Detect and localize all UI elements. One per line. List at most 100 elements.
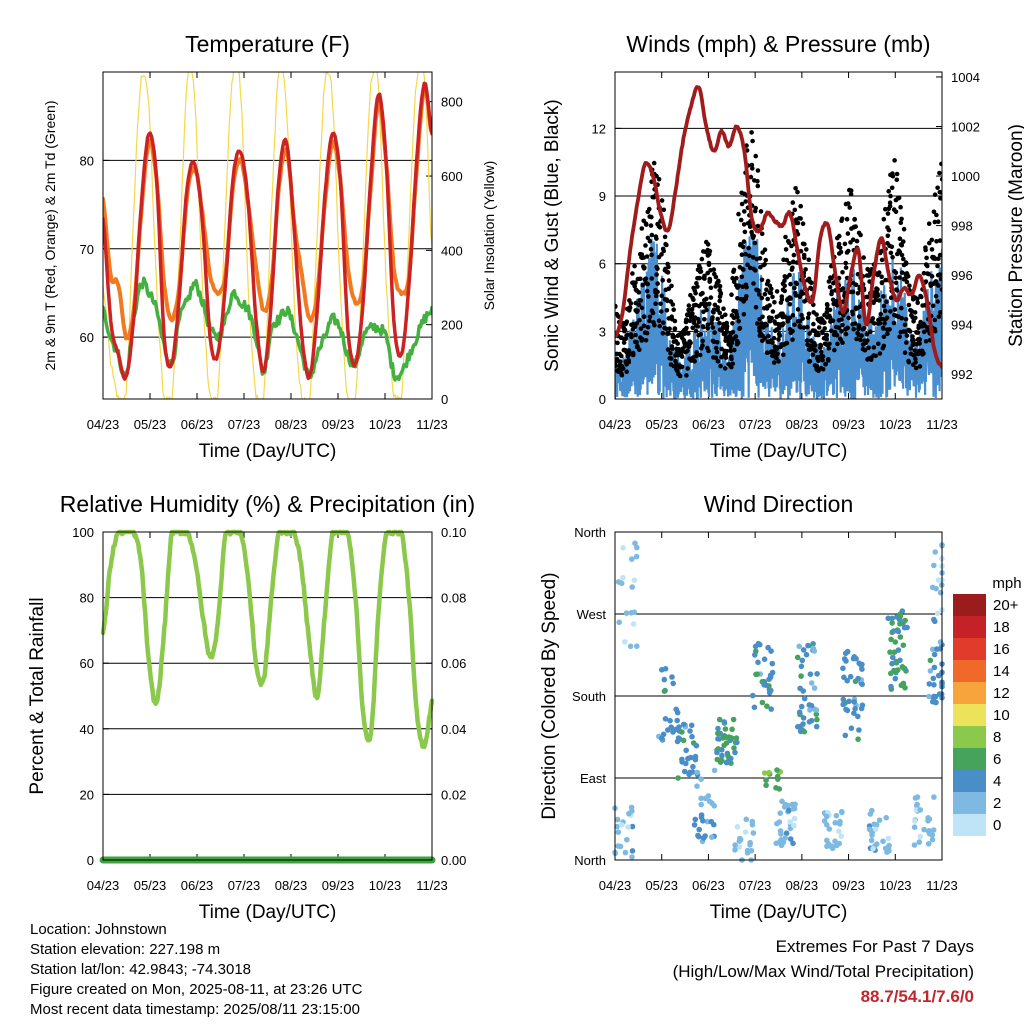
gust-dot	[786, 240, 792, 245]
direction-dot	[824, 822, 830, 828]
direction-dot	[765, 644, 771, 651]
gust-dot	[735, 314, 740, 320]
gust-dot	[813, 348, 818, 354]
direction-dot	[808, 717, 815, 724]
temperature-ytick-label: 60	[80, 330, 94, 345]
gust-dot	[848, 188, 854, 193]
gust-dot	[639, 305, 645, 311]
gust-dot	[699, 256, 705, 262]
gust-dot	[765, 278, 771, 284]
direction-dot	[718, 757, 724, 763]
direction-dot	[709, 834, 715, 840]
gust-dot	[781, 321, 786, 326]
gust-dot	[713, 274, 719, 280]
gust-dot	[843, 260, 848, 266]
gust-dot	[707, 301, 712, 307]
direction-dot	[708, 818, 715, 825]
gust-dot	[665, 347, 671, 352]
direction-dot	[846, 698, 852, 705]
speed-legend-swatch	[953, 638, 986, 660]
gust-dot	[798, 216, 803, 221]
gust-dot	[681, 337, 687, 343]
gust-dot	[716, 279, 721, 285]
gust-dot	[724, 326, 730, 331]
gust-dot	[768, 290, 774, 296]
gust-dot	[789, 243, 794, 249]
gust-dot	[936, 283, 941, 288]
gust-dot	[790, 313, 796, 318]
direction-dot	[681, 768, 688, 775]
gust-dot	[904, 340, 909, 345]
gust-dot	[649, 214, 654, 220]
gust-dot	[836, 325, 842, 331]
direction-dot	[787, 836, 794, 842]
direction-dot	[890, 654, 896, 661]
humidity-xtick-label: 08/23	[275, 878, 308, 893]
gust-dot	[624, 369, 629, 375]
gust-dot	[858, 337, 863, 343]
direction-dot	[633, 553, 640, 560]
direction-dot	[725, 753, 731, 759]
gust-dot	[685, 348, 690, 354]
gust-dot	[660, 278, 665, 283]
gust-dot	[627, 308, 632, 313]
gust-dot	[632, 263, 637, 269]
gust-dot	[850, 289, 856, 295]
gust-dot	[621, 340, 627, 345]
gust-dot	[814, 312, 819, 317]
direction-dot	[855, 675, 861, 682]
gust-dot	[719, 328, 724, 333]
gust-dot	[737, 325, 743, 331]
direction-dot	[767, 674, 774, 680]
gust-dot	[638, 276, 643, 282]
temperature-xtick-label: 06/23	[181, 417, 214, 432]
direction-dot	[790, 806, 797, 812]
gust-dot	[838, 249, 844, 255]
gust-dot	[707, 248, 713, 254]
direction-dot	[885, 615, 891, 622]
humidity-ytick-label: 80	[80, 591, 94, 606]
gust-dot	[881, 326, 886, 331]
gust-dot	[878, 311, 884, 317]
direction-dot	[931, 616, 937, 623]
direction-dot	[629, 556, 635, 562]
direction-dot	[773, 840, 779, 847]
gust-dot	[637, 347, 642, 353]
direction-dot	[750, 830, 757, 836]
gust-dot	[690, 325, 695, 331]
speed-legend-label: 10	[993, 707, 1010, 724]
direction-dot	[747, 842, 753, 848]
speed-legend-label: 0	[993, 817, 1001, 834]
direction-dot	[615, 829, 622, 835]
direction-dot	[619, 822, 625, 828]
gust-dot	[770, 309, 776, 314]
gust-dot	[934, 212, 939, 218]
gust-dot	[936, 256, 941, 262]
gust-dot	[647, 238, 653, 244]
gust-dot	[714, 340, 720, 345]
gust-dot	[892, 307, 898, 312]
gust-dot	[769, 315, 774, 321]
gust-dot	[843, 331, 849, 337]
gust-dot	[705, 325, 710, 331]
winds-xtick-label: 04/23	[599, 417, 632, 432]
gust-dot	[672, 326, 678, 332]
gust-dot	[713, 355, 719, 361]
gust-dot	[659, 198, 665, 203]
direction-dot	[691, 822, 698, 828]
direction-dot	[777, 810, 783, 816]
gust-dot	[669, 346, 675, 352]
gust-dot	[653, 301, 658, 307]
direction-dot	[796, 723, 803, 730]
gust-dot	[638, 326, 644, 332]
gust-dot	[648, 246, 654, 252]
direction-dot	[931, 562, 937, 569]
direction-dot	[931, 651, 938, 658]
gust-dot	[785, 319, 791, 324]
direction-dot	[722, 726, 729, 732]
direction-dot	[769, 669, 776, 676]
direction-dot	[927, 657, 934, 664]
direction-dot	[675, 775, 681, 781]
gust-dot	[759, 231, 765, 237]
gust-dot	[711, 267, 717, 272]
